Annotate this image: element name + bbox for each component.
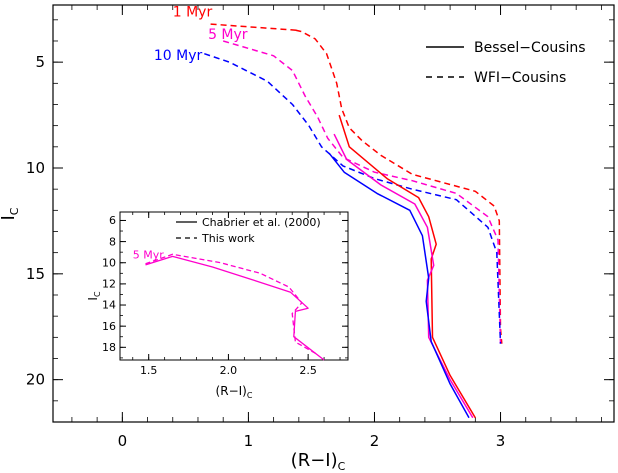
legend-label-bessel: Bessel−Cousins — [474, 40, 586, 56]
main-annotation-label: 1 Myr — [173, 5, 213, 21]
inset-y-axis-label-main: I — [86, 297, 100, 301]
inset-x-tick-label: 1.5 — [140, 364, 158, 377]
main-series-group — [204, 23, 503, 419]
inset-y-axis-label-sub: C — [93, 291, 102, 297]
main-series-1-myr-solid — [338, 114, 476, 419]
main-x-axis-label-sub: C — [338, 460, 346, 473]
legend-label-wfi: WFI−Cousins — [474, 70, 566, 86]
inset-plot-frame — [119, 211, 349, 361]
main-y-tick-label: 20 — [26, 371, 45, 389]
inset-x-tick-label: 2.5 — [299, 364, 317, 377]
main-series-10-myr-dashed — [204, 52, 502, 344]
main-y-tick-label: 15 — [26, 265, 45, 283]
inset-x-axis-label: (R−I)C — [216, 384, 253, 400]
inset-y-tick-label: 8 — [109, 235, 116, 248]
main-annotation-label: 10 Myr — [154, 48, 203, 64]
main-y-tick-label: 5 — [35, 53, 45, 71]
main-x-tick-label: 0 — [118, 432, 128, 450]
inset-y-tick-label: 10 — [102, 256, 116, 269]
inset-legend: Chabrier et al. (2000) This work — [176, 216, 321, 245]
main-x-axis-label: (R−I)C — [291, 450, 346, 473]
main-x-axis-label-main: (R−I) — [291, 450, 338, 471]
main-series-1-myr-dashed — [210, 23, 503, 344]
main-legend: Bessel−Cousins WFI−Cousins — [426, 40, 586, 86]
inset-annotations: 5 Myr — [133, 249, 164, 262]
main-y-axis-label: IC — [0, 207, 21, 220]
inset-series-5-myr-solid — [145, 255, 325, 361]
main-y-axis-label-sub: C — [8, 207, 21, 215]
inset-y-axis-label: IC — [86, 291, 102, 301]
inset-x-tick-label: 2.0 — [220, 364, 238, 377]
inset-x-axis-label-main: (R−I) — [216, 384, 247, 398]
main-x-tick-label: 1 — [244, 432, 254, 450]
main-axis-ticks — [53, 5, 614, 423]
main-plot-frame — [52, 4, 615, 423]
main-x-tick-label: 3 — [496, 432, 506, 450]
inset-y-tick-label: 14 — [102, 299, 116, 312]
inset-y-tick-label: 6 — [109, 214, 116, 227]
inset-annotation-label: 5 Myr — [133, 249, 164, 262]
inset-legend-label-thiswork: This work — [201, 232, 255, 245]
main-annotations: 1 Myr 5 Myr 10 Myr — [154, 5, 248, 64]
inset-y-tick-label: 18 — [102, 341, 116, 354]
main-x-tick-label: 2 — [370, 432, 380, 450]
inset-series-group — [145, 253, 325, 361]
main-y-axis-label-main: I — [0, 215, 19, 220]
main-series-5-myr-solid — [333, 133, 474, 419]
inset-series-5-myr-dashed — [145, 253, 317, 355]
inset-y-tick-label: 12 — [102, 278, 116, 291]
inset-axis-ticks — [120, 212, 348, 360]
inset-tick-labels: 1.5 2.0 2.5 6 8 10 12 14 16 18 — [102, 214, 317, 377]
main-series-5-myr-dashed — [222, 40, 502, 344]
inset-legend-label-chabrier: Chabrier et al. (2000) — [202, 216, 321, 229]
main-series-10-myr-solid — [328, 152, 470, 419]
main-annotation-label: 5 Myr — [208, 27, 248, 43]
inset-y-tick-label: 16 — [102, 320, 116, 333]
inset-x-axis-label-sub: C — [247, 391, 253, 400]
main-y-tick-label: 10 — [26, 159, 45, 177]
